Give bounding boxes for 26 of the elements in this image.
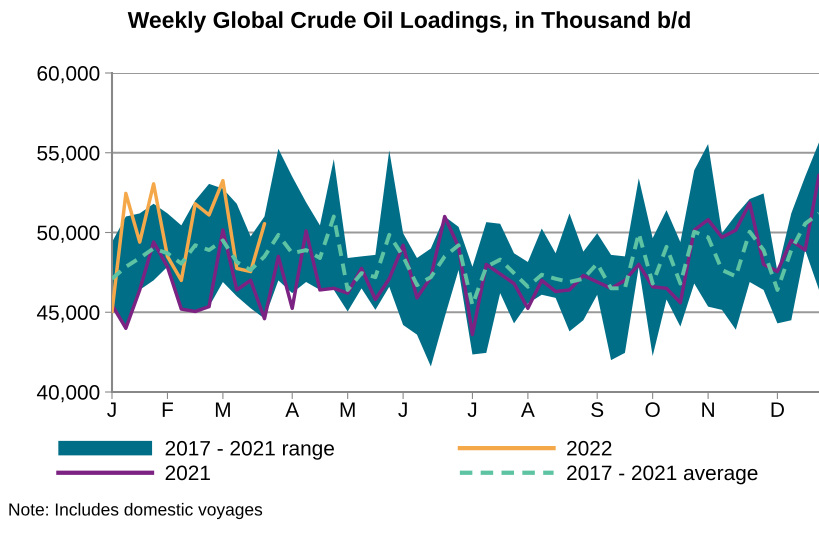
x-tick-label: M [216,402,230,417]
legend-label: 2017 - 2021 range [166,440,334,460]
line-series [112,211,819,308]
y-tick-label: 45,000 [36,305,100,322]
y-tick-label: 60,000 [38,66,100,84]
x-tick-label: J [468,402,476,418]
y-tick-label: 55,000 [37,146,100,163]
chart-title: Weekly Global Crude Oil Loadings, in Thousand b/d [128,11,690,33]
legend-label: 2022 [567,440,612,456]
y-tick-label: 40,000 [36,385,100,402]
legend-label: 2017 - 2021 average [567,466,758,484]
x-tick-label: N [702,402,714,417]
y-tick-label: 50,000 [37,226,100,243]
x-tick-label: O [646,402,660,418]
x-tick-label: A [520,402,535,417]
text: Note: Includes domestic voyages [9,502,262,520]
x-tick-label: J [107,402,116,418]
line-series [112,173,819,336]
x-tick-label: J [398,402,407,418]
line-series [112,178,266,314]
x-tick-label: M [340,402,355,417]
x-tick-label: S [591,402,604,418]
x-tick-label: F [162,402,173,417]
x-tick-label: D [772,402,784,417]
legend-label: 2021 [166,466,210,480]
x-tick-label: A [285,402,300,417]
